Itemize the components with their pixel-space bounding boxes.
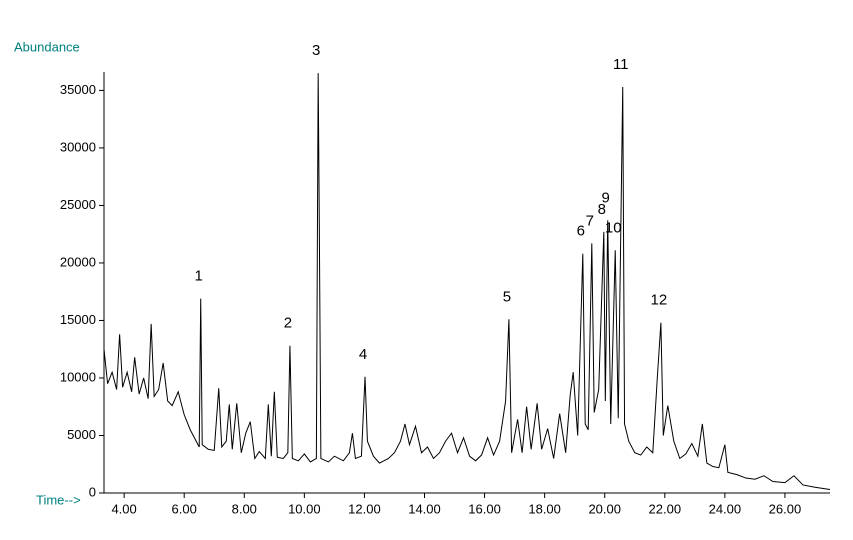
peak-label: 6 [577,223,585,240]
peak-label: 7 [586,212,594,229]
peak-label: 9 [602,189,610,206]
x-tick-label: 12.00 [348,501,381,516]
y-tick-label: 10000 [60,369,96,384]
peak-label: 1 [195,268,203,285]
y-axis-label: Abundance [14,39,80,54]
peak-label: 12 [651,292,668,309]
y-tick-label: 35000 [60,82,96,97]
x-tick-label: 16.00 [468,501,501,516]
x-tick-label: 8.00 [232,501,257,516]
y-tick-label: 25000 [60,197,96,212]
peak-label: 8 [598,201,606,218]
x-tick-label: 6.00 [172,501,197,516]
y-tick-label: 15000 [60,312,96,327]
x-tick-label: 20.00 [588,501,621,516]
x-tick-label: 10.00 [288,501,321,516]
x-tick-label: 22.00 [649,501,682,516]
peak-label: 10 [605,219,622,236]
trace [103,73,831,491]
y-tick-label: 5000 [67,427,96,442]
peak-label: 11 [613,56,629,73]
x-tick-label: 18.00 [528,501,561,516]
peak-label: 5 [503,288,511,305]
peak-label: 2 [284,315,292,332]
peak-label: 3 [312,42,320,59]
x-tick-label: 4.00 [111,501,136,516]
x-tick-label: 14.00 [408,501,441,516]
y-tick-label: 0 [89,484,96,499]
x-tick-label: 24.00 [709,501,742,516]
y-tick-label: 30000 [60,139,96,154]
y-tick-label: 20000 [60,254,96,269]
x-axis-label: Time--> [36,492,81,507]
peak-label: 4 [359,346,367,363]
x-tick-label: 26.00 [769,501,802,516]
